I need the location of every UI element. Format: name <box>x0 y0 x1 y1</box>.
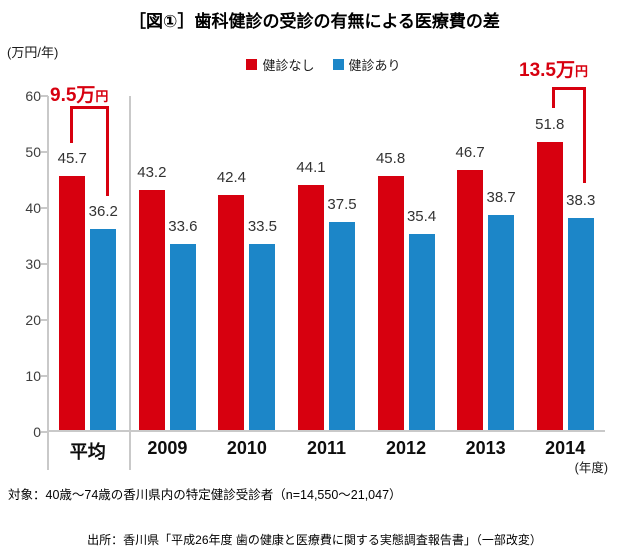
y-tick-mark <box>41 151 48 153</box>
y-axis-title: (万円/年) <box>7 45 59 60</box>
x-category-label-2010: 2010 <box>226 438 267 458</box>
x-category-label-2012: 2012 <box>386 438 427 458</box>
legend-item-checkup: 健診あり <box>332 55 401 74</box>
annotation-diff-avg: 9.5万円 <box>50 80 108 107</box>
plot-area: 0 10 20 30 40 50 60 45.7 36.2 平均 43.2 33.6 2009 42.4 3… <box>25 88 605 462</box>
bar-value-label: 35.4 <box>406 207 437 225</box>
bar-group-2012: 45.8 35.4 <box>366 96 446 432</box>
x-axis-line <box>48 430 605 432</box>
bar-group-2014: 51.8 38.3 <box>525 96 605 432</box>
y-axis-line <box>47 96 49 470</box>
x-category-label-2014: 2014 <box>545 438 586 458</box>
average-separator-line <box>129 96 131 470</box>
x-category-label-2013: 2013 <box>465 438 506 458</box>
bar-value-label: 45.7 <box>57 150 87 168</box>
bar-no-checkup-平均: 45.7 <box>58 150 87 432</box>
legend-label-no-checkup: 健診なし <box>262 58 315 73</box>
bar-value-label: 45.8 <box>375 149 406 167</box>
bar-value-label: 37.5 <box>327 196 357 213</box>
annotation-diff-avg-value: 9.5万 <box>50 85 96 106</box>
annotation-diff-2014-value: 13.5万 <box>519 60 575 81</box>
x-category-label-2011: 2011 <box>306 438 347 458</box>
y-tick-mark <box>41 319 48 321</box>
bar-value-label: 36.2 <box>88 203 118 221</box>
bar-no-checkup-2012: 45.8 <box>376 150 405 432</box>
diff-bracket-avg-left <box>70 106 73 143</box>
bar-group-2013: 46.7 38.7 <box>446 96 526 432</box>
source-citation: 出所：香川県「平成26年度 歯の健康と医療費に関する実態調査報告書」（一部改変） <box>87 533 542 547</box>
y-tick-mark <box>41 263 48 265</box>
bar-group-2009: 43.2 33.6 <box>128 96 208 432</box>
bar-checkup-2014: 38.3 <box>566 192 595 432</box>
chart-title: ［図①］歯科健診の受診の有無による医療費の差 <box>129 12 500 31</box>
annotation-diff-2014-unit: 円 <box>574 64 588 79</box>
bar-value-label: 33.6 <box>168 217 198 235</box>
legend: 健診なし 健診あり <box>18 55 629 74</box>
bar-value-label: 46.7 <box>455 144 485 162</box>
y-tick-label-40: 40 <box>25 200 41 216</box>
y-tick-mark <box>41 375 48 377</box>
y-tick-label-0: 0 <box>33 424 41 440</box>
bar-value-label: 51.8 <box>535 115 565 133</box>
bar-no-checkup-2014: 51.8 <box>535 116 564 432</box>
bar-group-2011: 44.1 37.5 <box>287 96 367 432</box>
bar-checkup-2011: 37.5 <box>327 196 357 432</box>
bar-no-checkup-2010: 42.4 <box>217 169 246 432</box>
annotation-diff-avg-unit: 円 <box>95 89 109 104</box>
bar-no-checkup-2009: 43.2 <box>137 164 166 432</box>
legend-item-no-checkup: 健診なし <box>246 55 315 74</box>
diff-bracket-2014-left <box>552 87 555 108</box>
bar-value-label: 43.2 <box>137 164 167 182</box>
annotation-diff-2014: 13.5万円 <box>519 55 588 82</box>
diff-bracket-2014-right <box>583 87 586 183</box>
y-tick-mark <box>41 207 48 209</box>
bar-group-2010: 42.4 33.5 <box>207 96 287 432</box>
bar-no-checkup-2013: 46.7 <box>456 144 485 432</box>
y-tick-label-30: 30 <box>25 256 41 272</box>
y-tick-label-50: 50 <box>25 144 41 160</box>
legend-swatch-checkup <box>332 59 344 70</box>
bar-value-label: 38.3 <box>566 191 596 209</box>
diff-bracket-avg-right <box>106 106 109 196</box>
bar-value-label: 33.5 <box>247 218 278 236</box>
legend-swatch-no-checkup <box>246 59 258 70</box>
x-category-label-2009: 2009 <box>147 438 188 458</box>
bar-group-平均: 45.7 36.2 <box>48 96 128 432</box>
diff-bracket-avg-top <box>70 106 109 109</box>
bar-value-label: 38.7 <box>486 189 516 207</box>
bar-checkup-2012: 35.4 <box>407 208 436 432</box>
y-tick-mark <box>41 95 48 97</box>
bar-checkup-平均: 36.2 <box>89 203 118 432</box>
y-tick-label-10: 10 <box>25 368 41 384</box>
bar-checkup-2009: 33.6 <box>168 218 197 432</box>
y-tick-label-60: 60 <box>25 88 41 104</box>
x-category-label-平均: 平均 <box>69 442 106 462</box>
bar-value-label: 42.4 <box>216 168 247 186</box>
legend-label-checkup: 健診あり <box>348 58 401 73</box>
x-axis-unit-note: (年度) <box>574 461 608 475</box>
bar-checkup-2013: 38.7 <box>487 189 516 432</box>
bar-no-checkup-2011: 44.1 <box>296 159 326 432</box>
footnote: 対象：40歳～74歳の香川県内の特定健診受診者（n=14,550～21,047） <box>8 488 402 502</box>
y-tick-mark <box>41 431 48 433</box>
bar-checkup-2010: 33.5 <box>248 218 277 432</box>
diff-bracket-2014-top <box>552 87 586 90</box>
bar-value-label: 44.1 <box>296 159 326 177</box>
y-tick-label-20: 20 <box>25 312 41 328</box>
